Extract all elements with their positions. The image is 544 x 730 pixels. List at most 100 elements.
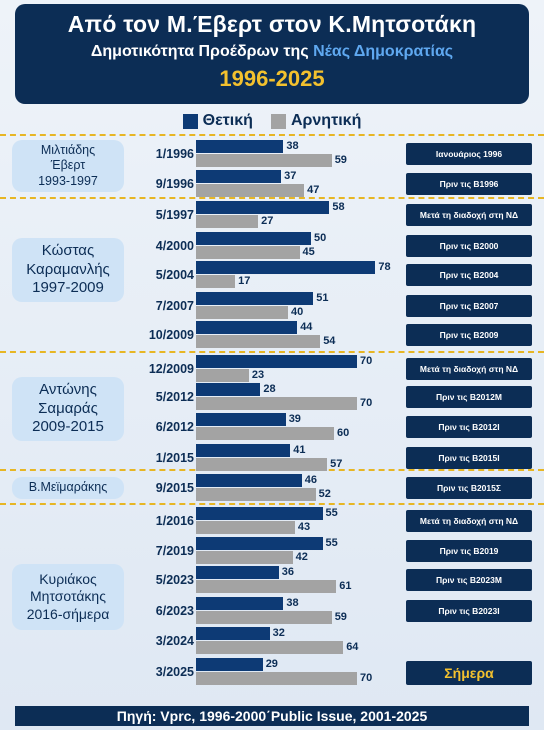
- bar-negative: [196, 275, 236, 288]
- category-label: 6/2012: [155, 420, 194, 434]
- annotation-box: Μετά τη διαδοχή στη ΝΔ: [406, 510, 532, 532]
- separator-2: [0, 351, 544, 353]
- category-label: 1/1996: [155, 147, 194, 161]
- annotation-box: Πριν τις Β2012Ι: [406, 416, 532, 438]
- bar-negative: [196, 397, 357, 410]
- category-label: 1/2015: [155, 451, 194, 465]
- value-label-positive: 41: [293, 444, 306, 456]
- separator-top: [0, 134, 544, 136]
- bar-positive: [196, 140, 284, 153]
- value-label-negative: 45: [302, 246, 315, 258]
- annotation-box: Πριν τις Β2012Μ: [406, 386, 532, 408]
- value-label-positive: 55: [325, 537, 338, 549]
- legend-item-negative: Αρνητική: [270, 112, 362, 130]
- annotation-box: Πριν τις Β2000: [406, 235, 532, 257]
- annotation-box: Πριν τις Β2007: [406, 295, 532, 317]
- category-label: 5/2004: [155, 268, 194, 282]
- value-label-negative: 43: [297, 521, 311, 533]
- annotation-box: Ιανουάριος 1996: [406, 143, 532, 165]
- value-label-positive: 39: [288, 413, 301, 425]
- bar-negative: [196, 215, 259, 228]
- annotation-box: Πριν τις Β2023Ι: [406, 600, 532, 622]
- separator-1: [0, 197, 544, 199]
- bar-positive: [196, 507, 323, 520]
- bar-negative: [196, 580, 337, 593]
- annotation-box: Πριν τις Β2019: [406, 540, 532, 562]
- bar-positive: [196, 170, 282, 183]
- bar-negative: [196, 184, 305, 197]
- value-label-positive: 78: [378, 261, 391, 273]
- annotation-box: Μετά τη διαδοχή στη ΝΔ: [406, 358, 532, 380]
- value-label-positive: 50: [314, 232, 327, 244]
- value-label-negative: 40: [291, 306, 304, 318]
- legend: Θετική Αρνητική: [0, 110, 544, 132]
- category-label: 6/2023: [155, 604, 194, 618]
- value-label-positive: 28: [263, 383, 276, 395]
- bar-positive: [196, 537, 323, 550]
- category-label: 4/2000: [155, 239, 194, 253]
- bar-positive: [196, 321, 298, 334]
- chart-title: Από τον Μ.Έβερτ στον Κ.Μητσοτάκη: [67, 11, 477, 37]
- subtitle-prefix: Δημοτικότητα Προέδρων της: [90, 43, 314, 60]
- value-label-positive: 29: [265, 658, 278, 670]
- annotation-box: Πριν τις Β2015Σ: [406, 477, 532, 499]
- bar-positive: [196, 383, 261, 396]
- bar-negative: [196, 611, 332, 624]
- annotation-box: Μετά τη διαδοχή στη ΝΔ: [406, 204, 532, 226]
- chart-header: Από τον Μ.Έβερτ στον Κ.Μητσοτάκη Δημοτικ…: [15, 4, 529, 104]
- category-label: 9/1996: [155, 177, 194, 191]
- annotation-box: Πριν τις Β1996: [406, 173, 532, 195]
- bar-negative: [196, 154, 332, 167]
- bar-positive: [196, 413, 286, 426]
- annotation-box: Πριν τις Β2015Ι: [406, 447, 532, 469]
- bar-negative: [196, 458, 328, 471]
- value-label-negative: 64: [346, 641, 359, 653]
- value-label-negative: 70: [360, 397, 373, 409]
- value-label-negative: 61: [339, 580, 352, 592]
- bar-positive: [196, 627, 270, 640]
- value-label-negative: 59: [334, 154, 347, 166]
- value-label-positive: 55: [325, 507, 338, 519]
- leader-label-meimarakis: Β.Μεϊμαράκης: [12, 477, 124, 499]
- value-label-negative: 23: [251, 369, 265, 381]
- value-label-positive: 38: [286, 597, 299, 609]
- bar-positive: [196, 201, 330, 214]
- value-label-negative: 47: [307, 184, 320, 196]
- bar-negative: [196, 306, 288, 319]
- value-label-negative: 42: [295, 551, 308, 563]
- bar-negative: [196, 369, 249, 382]
- category-label: 3/2025: [155, 665, 194, 679]
- bar-negative: [196, 551, 293, 564]
- category-label: 3/2024: [155, 634, 194, 648]
- value-label-positive: 38: [286, 140, 299, 152]
- source-footer: Πηγή: Vprc, 1996-2000΄Public Issue, 2001…: [15, 706, 529, 726]
- category-label: 5/2012: [155, 390, 194, 404]
- legend-label-negative: Αρνητική: [290, 112, 362, 129]
- annotation-box: Πριν τις Β2004: [406, 264, 532, 286]
- bar-negative: [196, 488, 316, 501]
- value-label-negative: 17: [238, 275, 251, 287]
- legend-swatch-negative: [270, 113, 286, 129]
- bar-positive: [196, 444, 291, 457]
- value-label-negative: 59: [334, 611, 347, 623]
- bar-negative: [196, 641, 344, 654]
- bar-positive: [196, 474, 302, 487]
- bar-negative: [196, 427, 334, 440]
- annotation-box: Πριν τις Β2023Μ: [406, 569, 532, 591]
- value-label-positive: 51: [316, 292, 329, 304]
- category-label: 1/2016: [155, 514, 194, 528]
- annotation-box: Πριν τις Β2009: [406, 324, 532, 346]
- bar-positive: [196, 355, 357, 368]
- value-label-negative: 70: [360, 672, 373, 684]
- value-label-positive: 46: [304, 474, 318, 486]
- bar-negative: [196, 672, 357, 685]
- leader-label-samaras: Αντώνης Σαμαράς 2009-2015: [12, 377, 124, 441]
- bar-positive: [196, 261, 376, 274]
- value-label-negative: 52: [318, 488, 331, 500]
- value-label-positive: 44: [300, 321, 313, 333]
- legend-swatch-positive: [182, 113, 198, 129]
- category-label: 7/2019: [155, 544, 194, 558]
- annotation-box: Σήμερα: [406, 661, 532, 685]
- leader-label-karamanlis: Κώστας Καραμανλής 1997-2009: [12, 238, 124, 302]
